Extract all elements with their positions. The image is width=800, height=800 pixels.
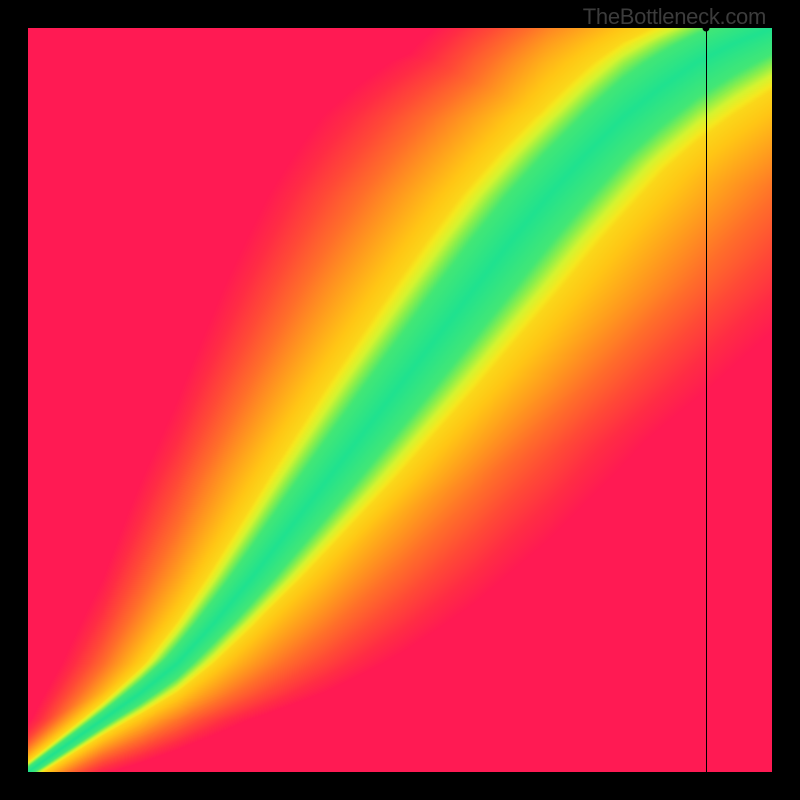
heatmap-canvas (28, 28, 772, 772)
marker-vertical-line (706, 28, 707, 772)
heatmap-plot (28, 28, 772, 772)
watermark-text: TheBottleneck.com (583, 4, 766, 30)
